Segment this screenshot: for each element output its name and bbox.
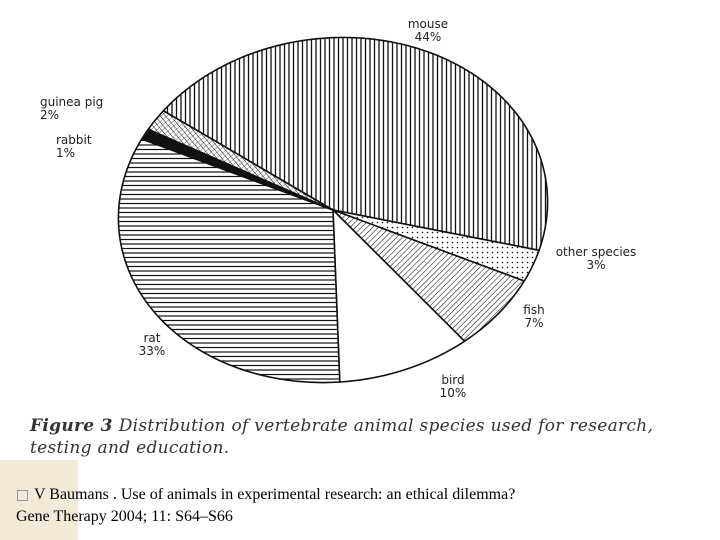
pie-slice-guinea-pig — [147, 109, 334, 211]
figure-caption-text: Distribution of vertebrate animal specie… — [30, 416, 654, 458]
pie-slice-other-species — [332, 209, 541, 283]
citation: V Baumans . Use of animals in experiment… — [16, 484, 706, 528]
slice-value-mouse: 44% — [415, 30, 442, 44]
figure-number: Figure 3 — [30, 416, 113, 436]
sidebar-accent — [0, 460, 78, 540]
figure-caption: Figure 3 Distribution of vertebrate anima… — [30, 415, 690, 459]
slice-label-other-species: other species — [556, 245, 637, 259]
slice-value-other-species: 3% — [586, 258, 605, 272]
slice-label-rat: rat — [144, 331, 161, 345]
slice-value-fish: 7% — [524, 316, 543, 330]
slice-value-bird: 10% — [440, 386, 467, 400]
slice-value-rat: 33% — [139, 344, 166, 358]
citation-line-2: Gene Therapy 2004; 11: S64–S66 — [16, 508, 233, 525]
slice-label-mouse: mouse — [408, 17, 448, 31]
slice-label-bird: bird — [441, 373, 464, 387]
citation-title: V Baumans . Use of animals in experiment… — [34, 486, 516, 503]
pie-slice-rat — [117, 137, 341, 384]
slice-label-rabbit: rabbit — [56, 133, 92, 147]
bullet-icon — [17, 489, 28, 501]
slice-value-rabbit: 1% — [56, 146, 75, 160]
slice-value-guinea-pig: 2% — [40, 108, 59, 122]
pie-slice-mouse — [162, 36, 549, 252]
pie-slice-bird — [332, 207, 466, 383]
slice-label-guinea-pig: guinea pig — [40, 95, 103, 109]
pie-slice-fish — [332, 209, 526, 343]
citation-line-1: V Baumans . Use of animals in experiment… — [16, 484, 706, 506]
slice-label-fish: fish — [523, 303, 544, 317]
